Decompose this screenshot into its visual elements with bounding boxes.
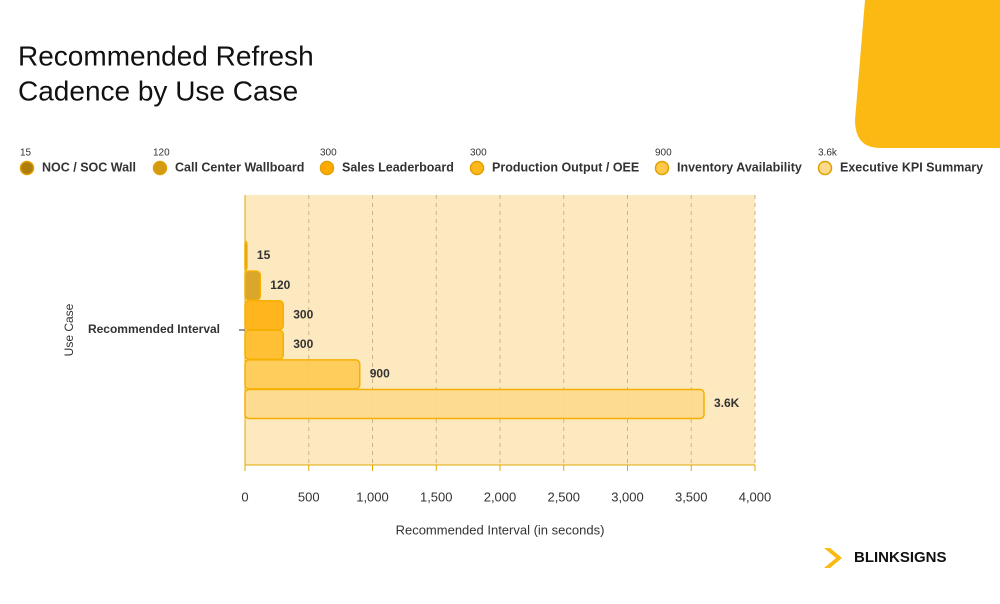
y-tick-label: Recommended Interval: [88, 322, 220, 336]
bar: [244, 359, 361, 390]
legend-label: Production Output / OEE: [492, 160, 639, 174]
x-axis-title: Recommended Interval (in seconds): [396, 522, 605, 537]
x-tick-label: 0: [241, 489, 248, 504]
legend-value: 300: [320, 148, 337, 159]
legend-value: 15: [20, 148, 32, 159]
logo-icon: [824, 548, 842, 568]
legend-label: Sales Leaderboard: [342, 160, 454, 174]
x-tick-label: 500: [298, 489, 320, 504]
x-tick-label: 3,500: [675, 489, 708, 504]
x-tick-label: 1,000: [356, 489, 389, 504]
bar: [244, 388, 705, 420]
decoration: [855, 0, 1000, 148]
legend-swatch: [654, 160, 670, 176]
y-axis-title: Use Case: [62, 303, 76, 356]
x-tick-label: 4,000: [739, 489, 772, 504]
data-label: 300: [293, 307, 313, 321]
data-label: 15: [257, 248, 271, 262]
brand: BLINKSIGNS: [854, 549, 947, 566]
x-tick-label: 1,500: [420, 489, 453, 504]
x-tick-label: 3,000: [611, 489, 644, 504]
legend-label: Executive KPI Summary: [840, 160, 983, 174]
bar: [244, 329, 284, 361]
data-label: 300: [293, 337, 313, 351]
legend-value: 300: [470, 148, 487, 159]
legend-value: 120: [153, 148, 170, 159]
data-label: 3.6K: [714, 396, 740, 410]
legend-swatch: [19, 160, 35, 176]
x-tick-label: 2,500: [547, 489, 580, 504]
legend-value: 3.6k: [818, 148, 838, 159]
bar: [244, 240, 248, 272]
legend-label: Inventory Availability: [677, 160, 802, 174]
bar: [244, 270, 262, 301]
x-tick-label: 2,000: [484, 489, 517, 504]
legend-label: NOC / SOC Wall: [42, 160, 136, 174]
legend-value: 900: [655, 148, 672, 159]
data-label: 120: [270, 278, 290, 292]
legend-swatch: [469, 160, 485, 176]
chart-title: Cadence by Use Case: [18, 75, 298, 106]
data-label: 900: [370, 367, 390, 381]
legend-swatch: [319, 160, 335, 176]
legend-swatch: [817, 160, 833, 176]
legend-label: Call Center Wallboard: [175, 160, 304, 174]
bar: [244, 299, 284, 331]
chart-title: Recommended Refresh: [18, 40, 314, 71]
legend-swatch: [152, 160, 168, 176]
